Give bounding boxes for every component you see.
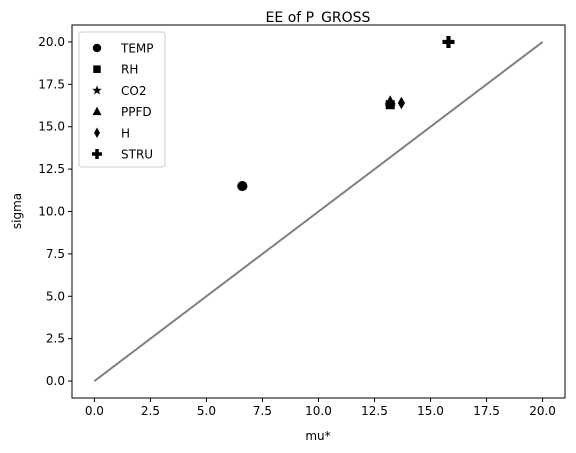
legend-marker-h: [94, 127, 100, 139]
legend-label-h: H: [121, 126, 130, 140]
point-ppfd: [384, 95, 396, 106]
point-stru: [442, 35, 455, 48]
x-tick-label: 10.0: [305, 404, 332, 418]
y-tick-label: 20.0: [38, 35, 65, 49]
legend-marker-co2: [92, 85, 102, 95]
x-tick-label: 15.0: [417, 404, 444, 418]
y-tick-label: 17.5: [38, 77, 65, 91]
y-tick-label: 12.5: [38, 162, 65, 176]
x-tick-label: 17.5: [473, 404, 500, 418]
y-axis-label: sigma: [10, 193, 24, 229]
y-tick-label: 0.0: [46, 374, 65, 388]
reference-line: [93, 41, 544, 382]
y-axis: 0.0 2.5 5.0 7.5 10.0 12.5 15.0 17.5 20.0: [38, 35, 72, 388]
point-temp: [237, 180, 248, 192]
point-h: [397, 96, 406, 110]
x-axis: 0.0 2.5 5.0 7.5 10.0 12.5 15.0 17.5 20.0: [85, 398, 556, 418]
legend-label-rh: RH: [121, 63, 138, 77]
reference-line-group: [93, 41, 544, 382]
x-tick-label: 12.5: [361, 404, 388, 418]
y-tick-label: 10.0: [38, 205, 65, 219]
legend-marker-temp: [92, 43, 102, 53]
chart-title: EE of P_GROSS: [266, 10, 371, 26]
legend-marker-rh: [93, 65, 101, 73]
legend-marker-stru: [92, 149, 102, 159]
x-tick-label: 5.0: [197, 404, 216, 418]
x-tick-label: 20.0: [529, 404, 556, 418]
y-tick-label: 2.5: [46, 332, 65, 346]
marker-group: [237, 35, 455, 192]
y-tick-label: 7.5: [46, 247, 65, 261]
x-axis-label: mu*: [305, 429, 330, 443]
legend-label-ppfd: PPFD: [121, 105, 152, 119]
x-tick-label: 2.5: [141, 404, 160, 418]
x-tick-label: 7.5: [253, 404, 272, 418]
legend-label-stru: STRU: [121, 148, 153, 162]
y-tick-label: 5.0: [46, 289, 65, 303]
legend-marker-ppfd: [92, 106, 102, 116]
x-tick-label: 0.0: [85, 404, 104, 418]
legend: TEMP RH CO2 PPFD H STRU: [78, 31, 166, 168]
legend-label-co2: CO2: [121, 84, 146, 98]
y-tick-label: 15.0: [38, 120, 65, 134]
legend-label-temp: TEMP: [120, 42, 154, 56]
